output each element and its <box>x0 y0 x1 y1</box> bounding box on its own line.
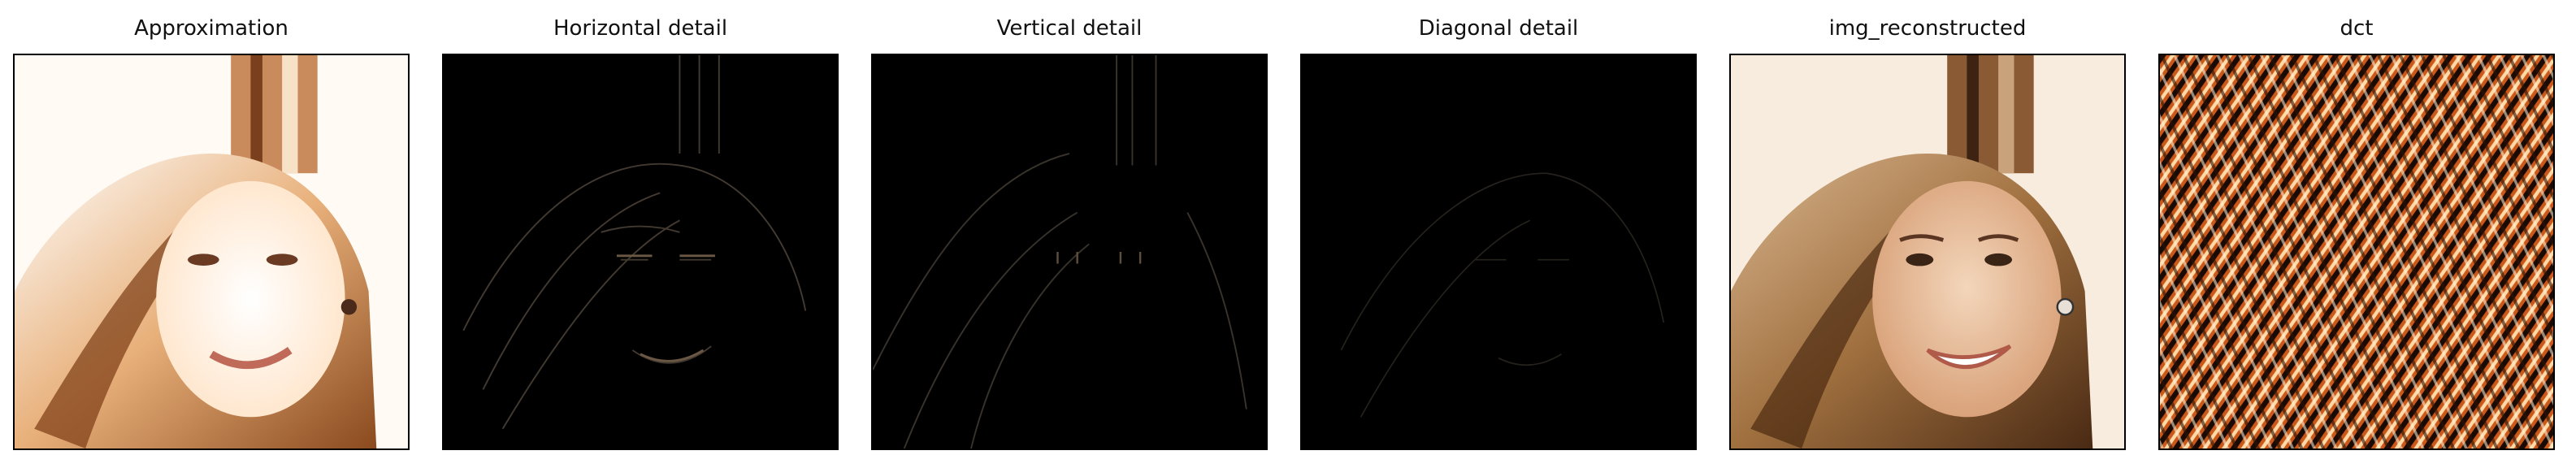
panel-horizontal-detail: Horizontal detail <box>442 0 839 468</box>
panel-title: dct <box>2340 16 2374 41</box>
panel-dct: dct <box>2158 0 2555 468</box>
panel-vertical-detail: Vertical detail <box>871 0 1268 468</box>
panel-title: Vertical detail <box>996 16 1143 41</box>
approximation-image <box>13 54 410 450</box>
panel-approximation: Approximation <box>13 0 410 468</box>
panel-title: img_reconstructed <box>1828 16 2027 41</box>
panel-title: Horizontal detail <box>553 16 728 41</box>
reconstructed-image <box>1729 54 2126 450</box>
vertical-detail-image <box>871 54 1268 450</box>
panel-diagonal-detail: Diagonal detail <box>1300 0 1697 468</box>
horizontal-detail-image <box>442 54 839 450</box>
panel-img-reconstructed: img_reconstructed <box>1729 0 2126 468</box>
dct-image <box>2158 54 2555 450</box>
diagonal-detail-image <box>1300 54 1697 450</box>
panel-title: Approximation <box>134 16 288 41</box>
panel-title: Diagonal detail <box>1418 16 1579 41</box>
